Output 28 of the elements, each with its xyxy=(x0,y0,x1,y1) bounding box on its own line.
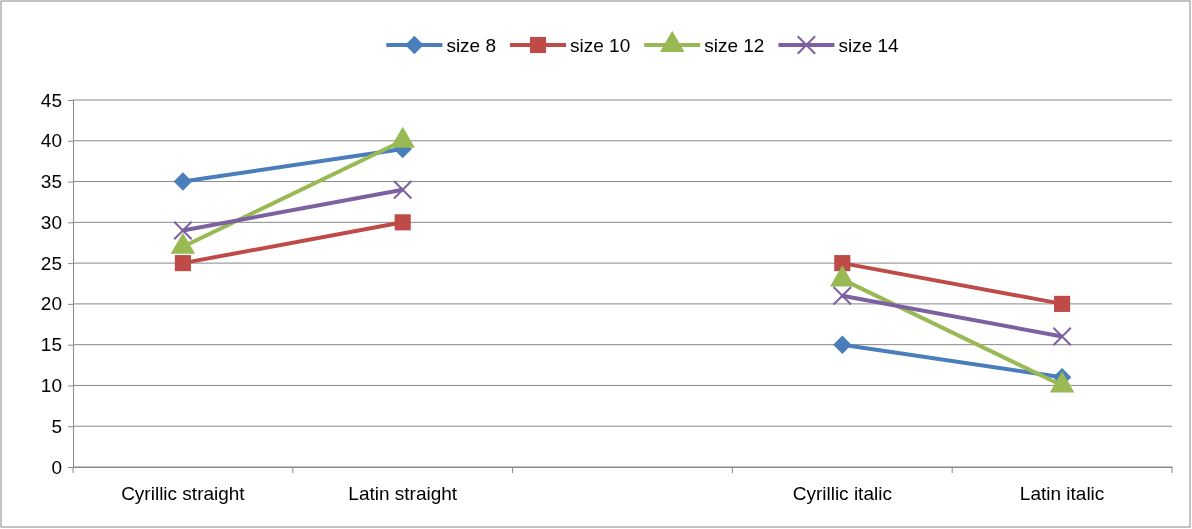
x-tick-label: Latin straight xyxy=(348,483,458,505)
point xyxy=(174,255,191,272)
point xyxy=(1054,295,1071,312)
point xyxy=(832,286,853,306)
x-tick-label: Cyrillic straight xyxy=(121,483,246,505)
x-tick-label: Latin italic xyxy=(1019,483,1105,505)
y-tick-label: 45 xyxy=(40,89,62,111)
y-tick-label: 30 xyxy=(40,211,62,233)
y-tick-label: 35 xyxy=(40,171,62,193)
point xyxy=(392,180,413,200)
point xyxy=(173,220,193,241)
y-tick-label: 25 xyxy=(40,252,62,274)
legend-label: size 14 xyxy=(838,35,900,56)
point xyxy=(1052,326,1072,347)
y-tick-label: 10 xyxy=(40,375,62,397)
y-tick-label: 20 xyxy=(40,293,62,315)
y-tick-label: 5 xyxy=(51,415,62,437)
legend-label: size 10 xyxy=(570,35,631,56)
point xyxy=(173,172,193,191)
point xyxy=(394,214,411,231)
y-tick-label: 15 xyxy=(40,334,62,356)
y-tick-label: 40 xyxy=(40,130,62,152)
x-tick-label: Cyrillic italic xyxy=(792,483,892,505)
legend-label: size 8 xyxy=(446,35,497,56)
point xyxy=(834,255,851,272)
y-tick-label: 0 xyxy=(51,456,62,478)
legend-label: size 12 xyxy=(704,35,765,56)
point xyxy=(833,335,852,354)
